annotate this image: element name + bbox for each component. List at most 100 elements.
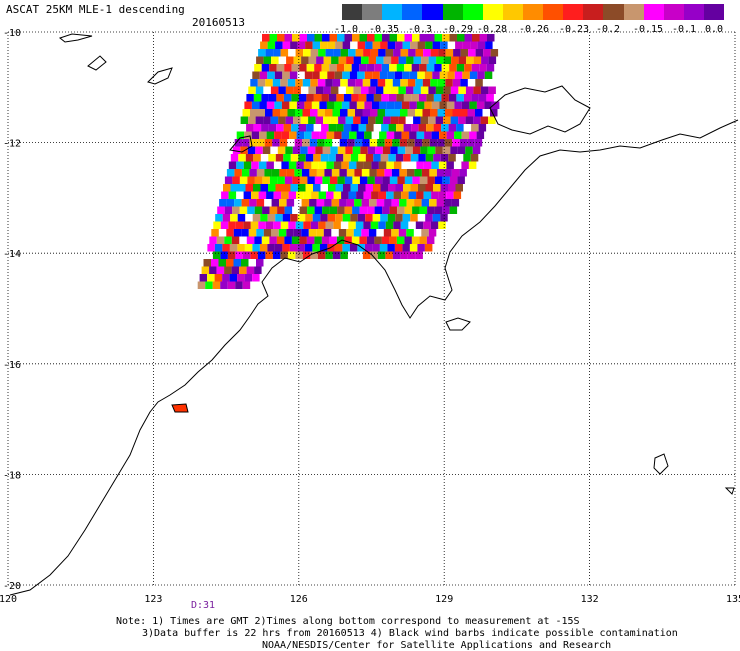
swath-cell [221, 191, 229, 199]
swath-cell [379, 101, 387, 109]
swath-cell [349, 101, 357, 109]
swath-cell [266, 131, 275, 139]
swath-cell [488, 56, 497, 64]
swath-cell [237, 214, 246, 222]
swath-cell [455, 41, 463, 49]
swath-cell [352, 206, 360, 214]
swath-cell [232, 206, 240, 214]
swath-cell [291, 124, 299, 132]
swath-cell [234, 169, 242, 177]
swath-cell [423, 49, 431, 57]
swath-cell [267, 71, 275, 79]
swath-cell [335, 154, 344, 162]
chart-date: 20160513 [192, 16, 245, 29]
swath-cell [421, 169, 430, 177]
swath-cell [434, 34, 442, 42]
swath-cell [465, 116, 474, 124]
swath-cell [269, 206, 278, 214]
swath-cell [314, 64, 322, 72]
swath-cell [354, 139, 363, 147]
swath-cell [199, 274, 208, 282]
swath-cell [382, 176, 390, 184]
swath-cell [363, 49, 371, 57]
swath-cell [371, 101, 380, 109]
lat-lon-grid: 120 123 126 129 132 135 -10 -12 -14 -16 -18 -20 [0, 28, 740, 605]
swath-cell [315, 146, 323, 154]
swath-cell [407, 79, 416, 87]
swath-cell [393, 49, 401, 57]
swath-cell [268, 124, 277, 132]
swath-cell [373, 94, 382, 102]
swath-cell [246, 236, 255, 244]
swath-cell [323, 229, 332, 237]
swath-cell [331, 199, 340, 207]
swath-cell [426, 236, 435, 244]
swath-cell [329, 236, 337, 244]
swath-cell [323, 86, 331, 94]
swath-cell [377, 109, 385, 117]
swath-cell [324, 139, 333, 147]
swath-cell [403, 154, 411, 162]
swath-cell [359, 176, 368, 184]
swath-cell [370, 79, 378, 87]
swath-cell [256, 229, 264, 237]
swath-cell [474, 139, 483, 147]
swath-cell [427, 206, 435, 214]
swath-cell [326, 161, 334, 169]
swath-cell [394, 71, 403, 79]
swath-cell [335, 184, 343, 192]
swath-cell [335, 41, 343, 49]
colorbar-label: -0.23 [558, 24, 590, 35]
swath-cell [459, 169, 467, 177]
swath-cell [454, 71, 463, 79]
swath-cell [255, 86, 264, 94]
swath-cell [228, 191, 237, 199]
swath-cell [299, 64, 307, 72]
swath-cell [342, 41, 351, 49]
swath-cell [307, 176, 315, 184]
pass-time-label: D:31 [191, 600, 216, 611]
swath-cell [261, 94, 269, 102]
swath-cell [269, 64, 277, 72]
swath-cell [323, 56, 332, 64]
swath-cell [291, 94, 299, 102]
swath-cell [368, 86, 376, 94]
swath-cell [433, 184, 441, 192]
swath-cell [359, 206, 368, 214]
swath-cell [358, 154, 366, 162]
swath-cell [381, 64, 390, 72]
swath-cell [356, 131, 365, 139]
swath-cell [322, 146, 331, 154]
swath-cell [253, 94, 262, 102]
swath-cell [355, 49, 364, 57]
swath-cell [337, 34, 345, 42]
swath-cell [400, 109, 408, 117]
swath-cell [346, 199, 355, 207]
swath-cell [396, 236, 405, 244]
swath-cell [321, 236, 330, 244]
swath-cell [446, 191, 454, 199]
swath-cell [336, 124, 344, 132]
swath-cell [291, 64, 300, 72]
swath-cell [313, 154, 321, 162]
swath-cell [224, 236, 232, 244]
swath-cell [260, 41, 268, 49]
swath-cell [300, 146, 308, 154]
swath-cell [415, 109, 423, 117]
swath-cell [472, 34, 480, 42]
swath-cell [218, 259, 226, 267]
colorbar-segment [623, 4, 644, 20]
swath-cell [379, 244, 388, 252]
swath-cell [338, 116, 346, 124]
swath-cell [361, 169, 370, 177]
colorbar-segment [683, 4, 704, 20]
swath-cell [462, 41, 471, 49]
swath-cell [400, 79, 408, 87]
swath-cell [353, 86, 361, 94]
swath-cell [485, 41, 493, 49]
swath-cell [431, 101, 440, 109]
swath-cell [318, 191, 327, 199]
swath-cell [456, 64, 465, 72]
swath-cell [382, 34, 390, 42]
swath-cell [267, 41, 276, 49]
